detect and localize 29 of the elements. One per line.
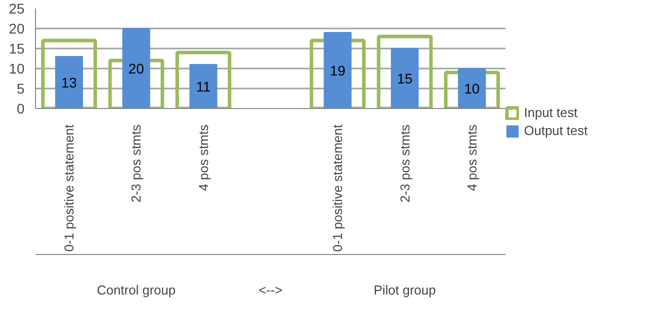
bar xyxy=(390,48,419,108)
bar xyxy=(122,28,150,108)
y-tick-label: 20 xyxy=(8,20,25,36)
x-tick-label: 0-1 positive statement xyxy=(62,124,77,252)
bar xyxy=(324,32,352,108)
data-label: 15 xyxy=(397,70,413,86)
data-label: 13 xyxy=(61,74,78,90)
bar xyxy=(55,56,83,108)
bar xyxy=(458,68,486,108)
data-label: 10 xyxy=(464,80,480,96)
x-tick-label: 4 pos stmts xyxy=(196,124,211,191)
y-tick-label: 0 xyxy=(16,100,25,116)
data-label: 20 xyxy=(128,60,144,76)
bar xyxy=(189,64,218,108)
text: Pilot group xyxy=(374,282,436,298)
x-tick-label: 2-3 pos stmts xyxy=(128,124,144,203)
text: Control group xyxy=(96,282,176,298)
y-tick-label: 25 xyxy=(8,0,25,16)
x-tick-label: 2-3 pos stmts xyxy=(397,124,412,203)
y-tick-label: 5 xyxy=(16,80,25,96)
data-label: 11 xyxy=(196,78,211,94)
data-label: 19 xyxy=(330,62,346,78)
legend-label: Input test xyxy=(524,105,578,120)
x-tick-label: 0-1 positive statement xyxy=(330,124,346,252)
y-tick-label: 15 xyxy=(8,40,25,56)
text: <--> xyxy=(258,282,282,298)
legend-label: Output test xyxy=(524,123,588,138)
y-tick-label: 10 xyxy=(8,60,25,76)
x-tick-label: 4 pos stmts xyxy=(464,124,480,191)
